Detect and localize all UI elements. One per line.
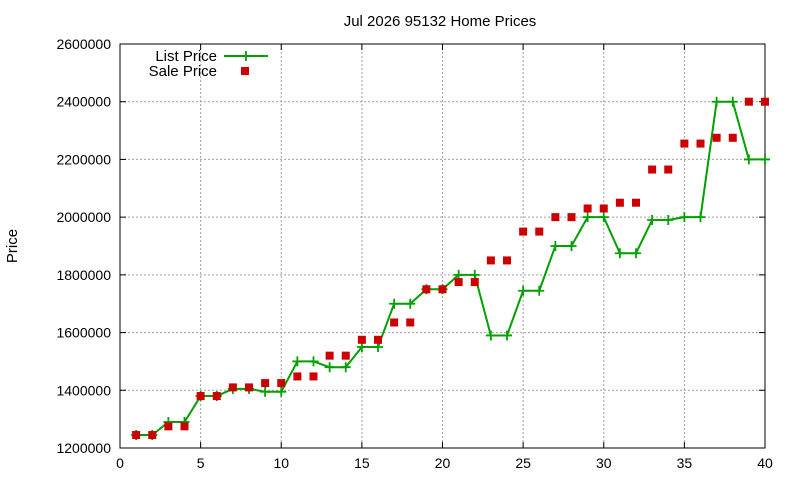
list-price-point — [614, 248, 625, 259]
grid-lines — [120, 44, 765, 448]
list-price-point — [308, 356, 319, 367]
sale-price-point — [744, 97, 753, 106]
list-price-point — [760, 154, 770, 165]
sale-price-point — [422, 285, 431, 294]
sale-price-point — [390, 318, 399, 327]
y-tick-label: 2000000 — [56, 209, 111, 225]
sale-price-point — [245, 383, 253, 392]
x-tick-label: 35 — [677, 455, 693, 471]
list-price-point — [518, 285, 529, 296]
sale-price-point — [583, 204, 592, 213]
sale-price-point — [519, 227, 528, 236]
sale-price-point — [148, 431, 157, 440]
sale-price-point — [503, 256, 511, 265]
sale-price-point — [454, 278, 463, 287]
list-price-point — [292, 356, 303, 367]
sale-price-point — [309, 372, 318, 381]
list-price-point — [276, 386, 287, 397]
sale-price-point — [212, 392, 221, 401]
axis-ticks: 1200000 1400000 1600000 1800000 2000000 22000… — [56, 36, 773, 471]
sale-price-point — [599, 204, 608, 213]
y-tick-label: 1600000 — [56, 325, 111, 341]
sale-price-point — [470, 278, 479, 287]
sale-price-point — [535, 227, 544, 236]
x-tick-label: 10 — [273, 455, 289, 471]
sale-price-point — [406, 318, 415, 327]
sale-price-point — [664, 165, 673, 174]
sale-price-point — [357, 335, 366, 344]
sale-price-point — [648, 165, 657, 174]
sale-price-point — [164, 422, 173, 431]
sale-price-point — [261, 379, 270, 388]
list-price-point — [663, 215, 674, 226]
y-tick-label: 2400000 — [56, 94, 111, 110]
list-price-point — [405, 298, 416, 309]
list-price-point — [502, 330, 512, 341]
list-price-point — [679, 212, 690, 223]
list-price-point — [260, 386, 271, 397]
x-tick-label: 15 — [354, 455, 370, 471]
sale-price-point — [632, 198, 640, 207]
sale-price-point — [615, 198, 624, 207]
legend-marker-list-price — [241, 51, 251, 61]
list-price-line — [136, 100, 765, 437]
x-tick-label: 40 — [757, 455, 773, 471]
y-axis-label: Price — [4, 229, 21, 263]
list-price-point — [711, 96, 722, 107]
sale-price-point — [486, 256, 495, 265]
list-price-point — [485, 330, 496, 341]
sale-price-point — [180, 422, 189, 431]
sale-price-point — [196, 392, 205, 401]
sale-price-point — [567, 213, 576, 222]
sale-price-point — [277, 379, 286, 388]
list-price-point — [324, 362, 335, 373]
series-layer — [131, 96, 770, 441]
y-tick-label: 2600000 — [56, 36, 111, 52]
y-tick-label: 1200000 — [56, 440, 111, 456]
sale-price-point — [438, 285, 447, 294]
x-tick-label: 5 — [197, 455, 205, 471]
sale-price-point — [680, 139, 689, 148]
legend-label-sale-price: Sale Price — [149, 63, 217, 80]
sale-price-point — [341, 351, 350, 360]
list-price-point — [647, 215, 658, 226]
sale-price-point — [696, 139, 705, 148]
list-price-point — [534, 285, 545, 296]
list-price-point — [631, 248, 641, 259]
sale-price-point — [132, 431, 141, 440]
legend-marker-sale-price — [241, 67, 249, 75]
y-tick-label: 1400000 — [56, 382, 111, 398]
list-price-point — [582, 212, 593, 223]
x-tick-label: 25 — [515, 455, 531, 471]
sale-price-point — [712, 133, 721, 142]
sale-price-point — [551, 213, 560, 222]
y-tick-label: 1800000 — [56, 267, 111, 283]
sale-price-point — [728, 133, 737, 142]
legend-label-list-price: List Price — [155, 48, 217, 65]
list-price-point — [566, 241, 577, 251]
sale-price-point — [374, 335, 382, 344]
sale-price-point — [761, 97, 769, 106]
legend: List Price Sale Price — [149, 48, 268, 80]
chart-title: Jul 2026 95132 Home Prices — [344, 13, 537, 30]
x-tick-label: 30 — [596, 455, 612, 471]
sale-price-point — [228, 383, 237, 392]
sale-price-point — [293, 372, 302, 381]
x-tick-label: 20 — [435, 455, 451, 471]
sale-price-point — [325, 351, 334, 360]
list-price-point — [389, 298, 400, 309]
list-price-point — [695, 212, 706, 223]
x-tick-label: 0 — [116, 455, 124, 471]
list-price-point — [743, 154, 754, 165]
y-tick-label: 2200000 — [56, 151, 111, 167]
list-price-point — [550, 241, 561, 251]
list-price-point — [727, 96, 738, 107]
list-price-point — [340, 362, 351, 373]
list-price-point — [598, 212, 609, 223]
